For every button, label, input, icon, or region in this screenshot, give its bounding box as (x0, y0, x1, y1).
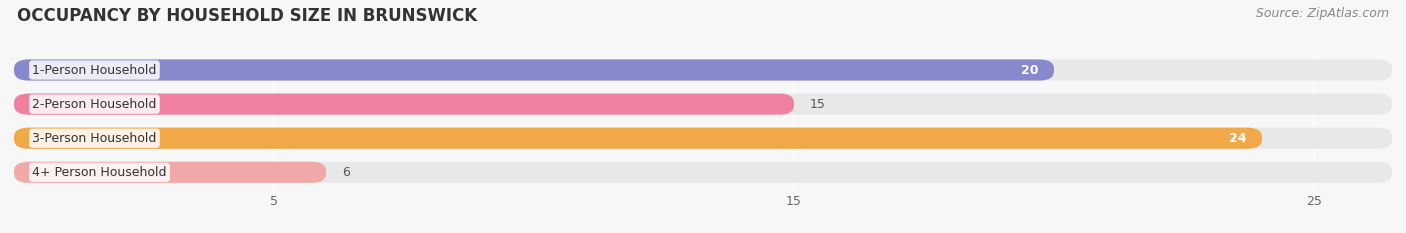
FancyBboxPatch shape (14, 59, 1392, 81)
Text: 4+ Person Household: 4+ Person Household (32, 166, 167, 179)
FancyBboxPatch shape (14, 128, 1263, 149)
Text: 24: 24 (1229, 132, 1246, 145)
Text: 15: 15 (810, 98, 825, 111)
Text: 3-Person Household: 3-Person Household (32, 132, 156, 145)
FancyBboxPatch shape (14, 162, 326, 183)
FancyBboxPatch shape (14, 93, 794, 115)
FancyBboxPatch shape (14, 128, 1392, 149)
FancyBboxPatch shape (14, 162, 1392, 183)
Text: OCCUPANCY BY HOUSEHOLD SIZE IN BRUNSWICK: OCCUPANCY BY HOUSEHOLD SIZE IN BRUNSWICK (17, 7, 477, 25)
Text: 2-Person Household: 2-Person Household (32, 98, 156, 111)
Text: 6: 6 (342, 166, 350, 179)
Text: 1-Person Household: 1-Person Household (32, 64, 156, 76)
FancyBboxPatch shape (14, 59, 1054, 81)
Text: Source: ZipAtlas.com: Source: ZipAtlas.com (1256, 7, 1389, 20)
Text: 20: 20 (1021, 64, 1039, 76)
FancyBboxPatch shape (14, 93, 1392, 115)
